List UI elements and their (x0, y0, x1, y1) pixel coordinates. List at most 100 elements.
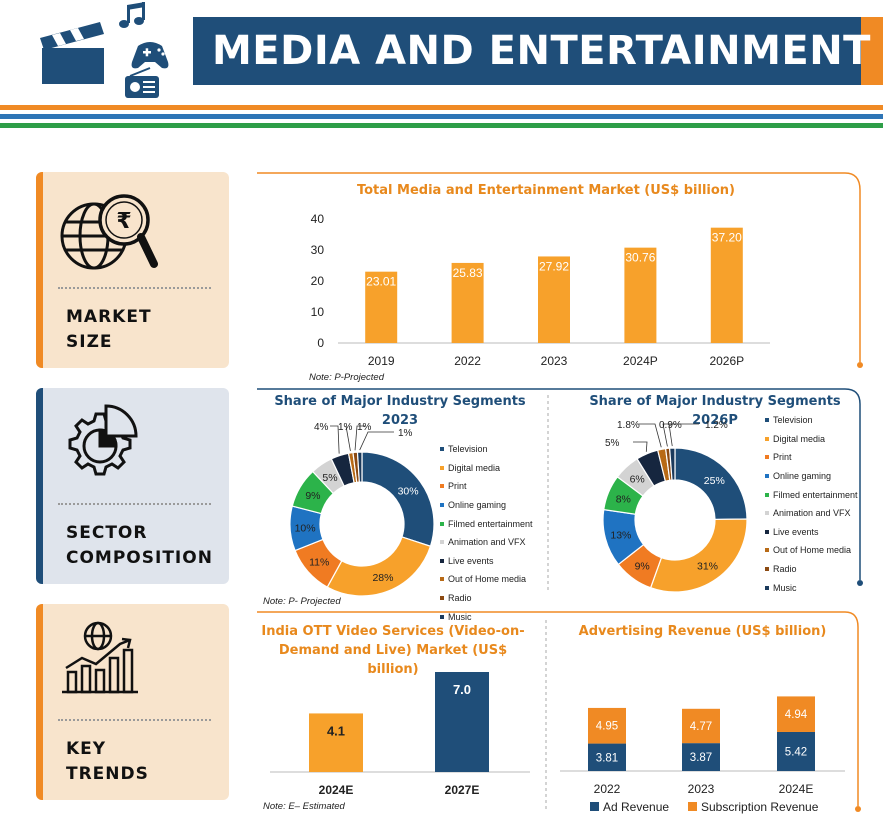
gamepad-icon (131, 42, 169, 69)
legend-item: Animation and VFX (765, 504, 858, 523)
slice-value-label: 9% (305, 490, 320, 502)
legend-label: Music (448, 611, 472, 622)
bar-segment-ad-revenue (777, 731, 815, 771)
y-tick-label: 0 (317, 336, 324, 350)
legend-swatch (765, 529, 769, 534)
legend-swatch (440, 558, 444, 563)
x-tick-label: 2019 (368, 354, 395, 368)
legend-item: Filmed entertainment (765, 485, 858, 504)
slice-value-label: 5% (322, 472, 337, 484)
header-media-icons (40, 2, 169, 98)
slice-music (668, 447, 676, 481)
y-tick-label: 10 (311, 305, 325, 319)
side-label-key-trends: KEY TRENDS (66, 739, 149, 784)
chart-note-estimated: Note: E– Estimated (263, 801, 345, 812)
bar-value-label: 4.1 (327, 723, 345, 738)
x-tick-label: 2022 (594, 782, 621, 796)
advertising-stacked-bar-chart: 3.81 4.95 2022 3.87 4.77 2023 5.42 4.94 2024E Ad … (560, 696, 845, 814)
legend-item: Television (765, 411, 858, 430)
legend-label: Television (448, 444, 488, 455)
legend-swatch (765, 548, 769, 553)
slice-digital-media (649, 518, 748, 593)
bar-value-label: 4.94 (785, 709, 808, 721)
legend-label: Filmed entertainment (448, 518, 533, 529)
legend-swatch (765, 436, 769, 441)
legend-share-2026: Television Digital media Print Online gamin… (765, 411, 858, 597)
page-title: MEDIA AND ENTERTAINMENT (212, 28, 871, 74)
side-panel-sector-composition: SECTOR COMPOSITION (36, 388, 229, 584)
side-panel-separator (58, 503, 211, 505)
legend-item: Online gaming (440, 496, 533, 515)
bar-2023 (538, 256, 570, 343)
leader-line (668, 423, 699, 447)
side-panel-accent-bar (36, 172, 43, 368)
slice-value-label: 4% (314, 422, 329, 433)
legend-item: Online gaming (765, 467, 858, 486)
slice-music (356, 451, 363, 483)
chart-note-projected-2: Note: P- Projected (263, 596, 341, 607)
slice-television (361, 451, 435, 548)
side-panel-market-size: ₹ MARKET SIZE (36, 172, 229, 368)
slice-value-label: 1% (357, 422, 372, 433)
bar-value-label: 3.87 (690, 752, 712, 764)
slice-value-label: 28% (372, 572, 393, 584)
legend-label: Print (773, 452, 792, 463)
legend-label: Live events (773, 526, 819, 537)
bar-value-label: 30.76 (625, 251, 655, 265)
legend-label: Out of Home media (773, 545, 852, 556)
y-tick-label: 30 (311, 243, 325, 257)
globe-growth-chart-icon (62, 621, 138, 694)
side-panel-separator (58, 287, 211, 289)
x-tick-label: 2027E (445, 783, 480, 797)
leader-line (345, 425, 351, 451)
legend-label: Out of Home media (448, 574, 527, 585)
side-panel-accent-bar (36, 604, 43, 800)
legend-swatch (440, 596, 444, 601)
globe-magnifier-rupee-icon: ₹ (60, 194, 158, 270)
slice-value-label: 1% (338, 422, 353, 433)
bar-segment-subscription-revenue (682, 708, 720, 744)
legend-item: Filmed entertainment (440, 514, 533, 533)
legend-label: Online gaming (448, 500, 507, 511)
slice-value-label: 8% (616, 494, 631, 506)
slice-value-label: 9% (635, 560, 650, 572)
title-banner (193, 17, 861, 85)
legend-item: Live events (765, 523, 858, 542)
bar-value-label: 23.01 (366, 275, 396, 289)
bar-value-label: 27.92 (539, 259, 569, 273)
bar-2024E (309, 713, 363, 772)
radio-icon (125, 67, 159, 98)
legend-label: Animation and VFX (448, 537, 526, 548)
legend-label: Radio (773, 564, 797, 575)
x-tick-label: 2023 (541, 354, 568, 368)
legend-swatch (765, 567, 769, 572)
share-2026-donut-chart: 25% 31% 9% 13% 8% 6% 5% 1.8% 0.9% 1.2% (602, 420, 748, 593)
x-tick-label: 2026P (709, 354, 744, 368)
chart-title-total-market: Total Media and Entertainment Market (US… (356, 183, 735, 198)
legend-swatch (688, 802, 697, 811)
leader-line (639, 423, 662, 448)
total-market-bar-chart: 0 10 20 30 40 23.01 2019 25.83 2022 27.92 2023 30.7… (311, 212, 770, 368)
legend-item: Out of Home media (440, 570, 533, 589)
bar-value-label: 4.77 (690, 721, 712, 733)
bar-value-label: 5.42 (785, 746, 807, 758)
legend-swatch (590, 802, 599, 811)
legend-swatch (765, 474, 769, 479)
legend-label: Live events (448, 555, 494, 566)
chart-title-advertising: Advertising Revenue (US$ billion) (578, 624, 827, 639)
bar-value-label: 25.83 (453, 266, 483, 280)
slice-value-label: 0.9% (659, 420, 682, 431)
legend-swatch (440, 503, 444, 508)
chart-note-projected: Note: P-Projected (309, 372, 384, 383)
slice-value-label: 13% (610, 529, 631, 541)
legend-swatch (440, 484, 444, 489)
chart-title-share-2026: Share of Major Industry Segments 2026P (589, 394, 841, 428)
legend-item: Digital media (765, 430, 858, 449)
bar-value-label: 3.81 (596, 752, 618, 764)
slice-value-label: 6% (630, 474, 645, 486)
x-tick-label: 2022 (454, 354, 481, 368)
bar-2026P (710, 227, 743, 343)
bar-2019 (365, 271, 398, 343)
legend-item: Out of Home media (765, 541, 858, 560)
